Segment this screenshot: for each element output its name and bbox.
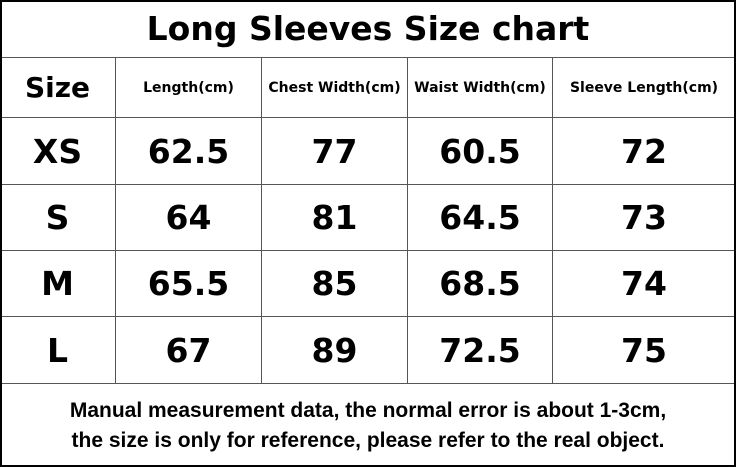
table-cell: 74: [553, 251, 736, 317]
title: Long Sleeves Size chart: [0, 0, 736, 58]
table-cell: 65.5: [116, 251, 262, 317]
table-cell: 64.5: [408, 185, 553, 251]
table-cell: 89: [262, 317, 408, 384]
note: Manual measurement data, the normal erro…: [0, 384, 736, 467]
table-cell: M: [0, 251, 116, 317]
header-cell: Chest Width(cm): [262, 58, 408, 118]
table-cell: 62.5: [116, 118, 262, 185]
table-cell: XS: [0, 118, 116, 185]
table-cell: 73: [553, 185, 736, 251]
header-cell: Size: [0, 58, 116, 118]
header-cell: Waist Width(cm): [408, 58, 553, 118]
table-cell: 64: [116, 185, 262, 251]
header-cell: Length(cm): [116, 58, 262, 118]
table-cell: 72: [553, 118, 736, 185]
table-cell: 60.5: [408, 118, 553, 185]
header-cell: Sleeve Length(cm): [553, 58, 736, 118]
note-line: the size is only for reference, please r…: [71, 428, 665, 452]
table-cell: 75: [553, 317, 736, 384]
table-cell: L: [0, 317, 116, 384]
table-cell: 68.5: [408, 251, 553, 317]
table-cell: 81: [262, 185, 408, 251]
table-cell: 72.5: [408, 317, 553, 384]
table-cell: 77: [262, 118, 408, 185]
table-cell: 85: [262, 251, 408, 317]
table-cell: 67: [116, 317, 262, 384]
note-line: Manual measurement data, the normal erro…: [69, 398, 667, 422]
table-cell: S: [0, 185, 116, 251]
